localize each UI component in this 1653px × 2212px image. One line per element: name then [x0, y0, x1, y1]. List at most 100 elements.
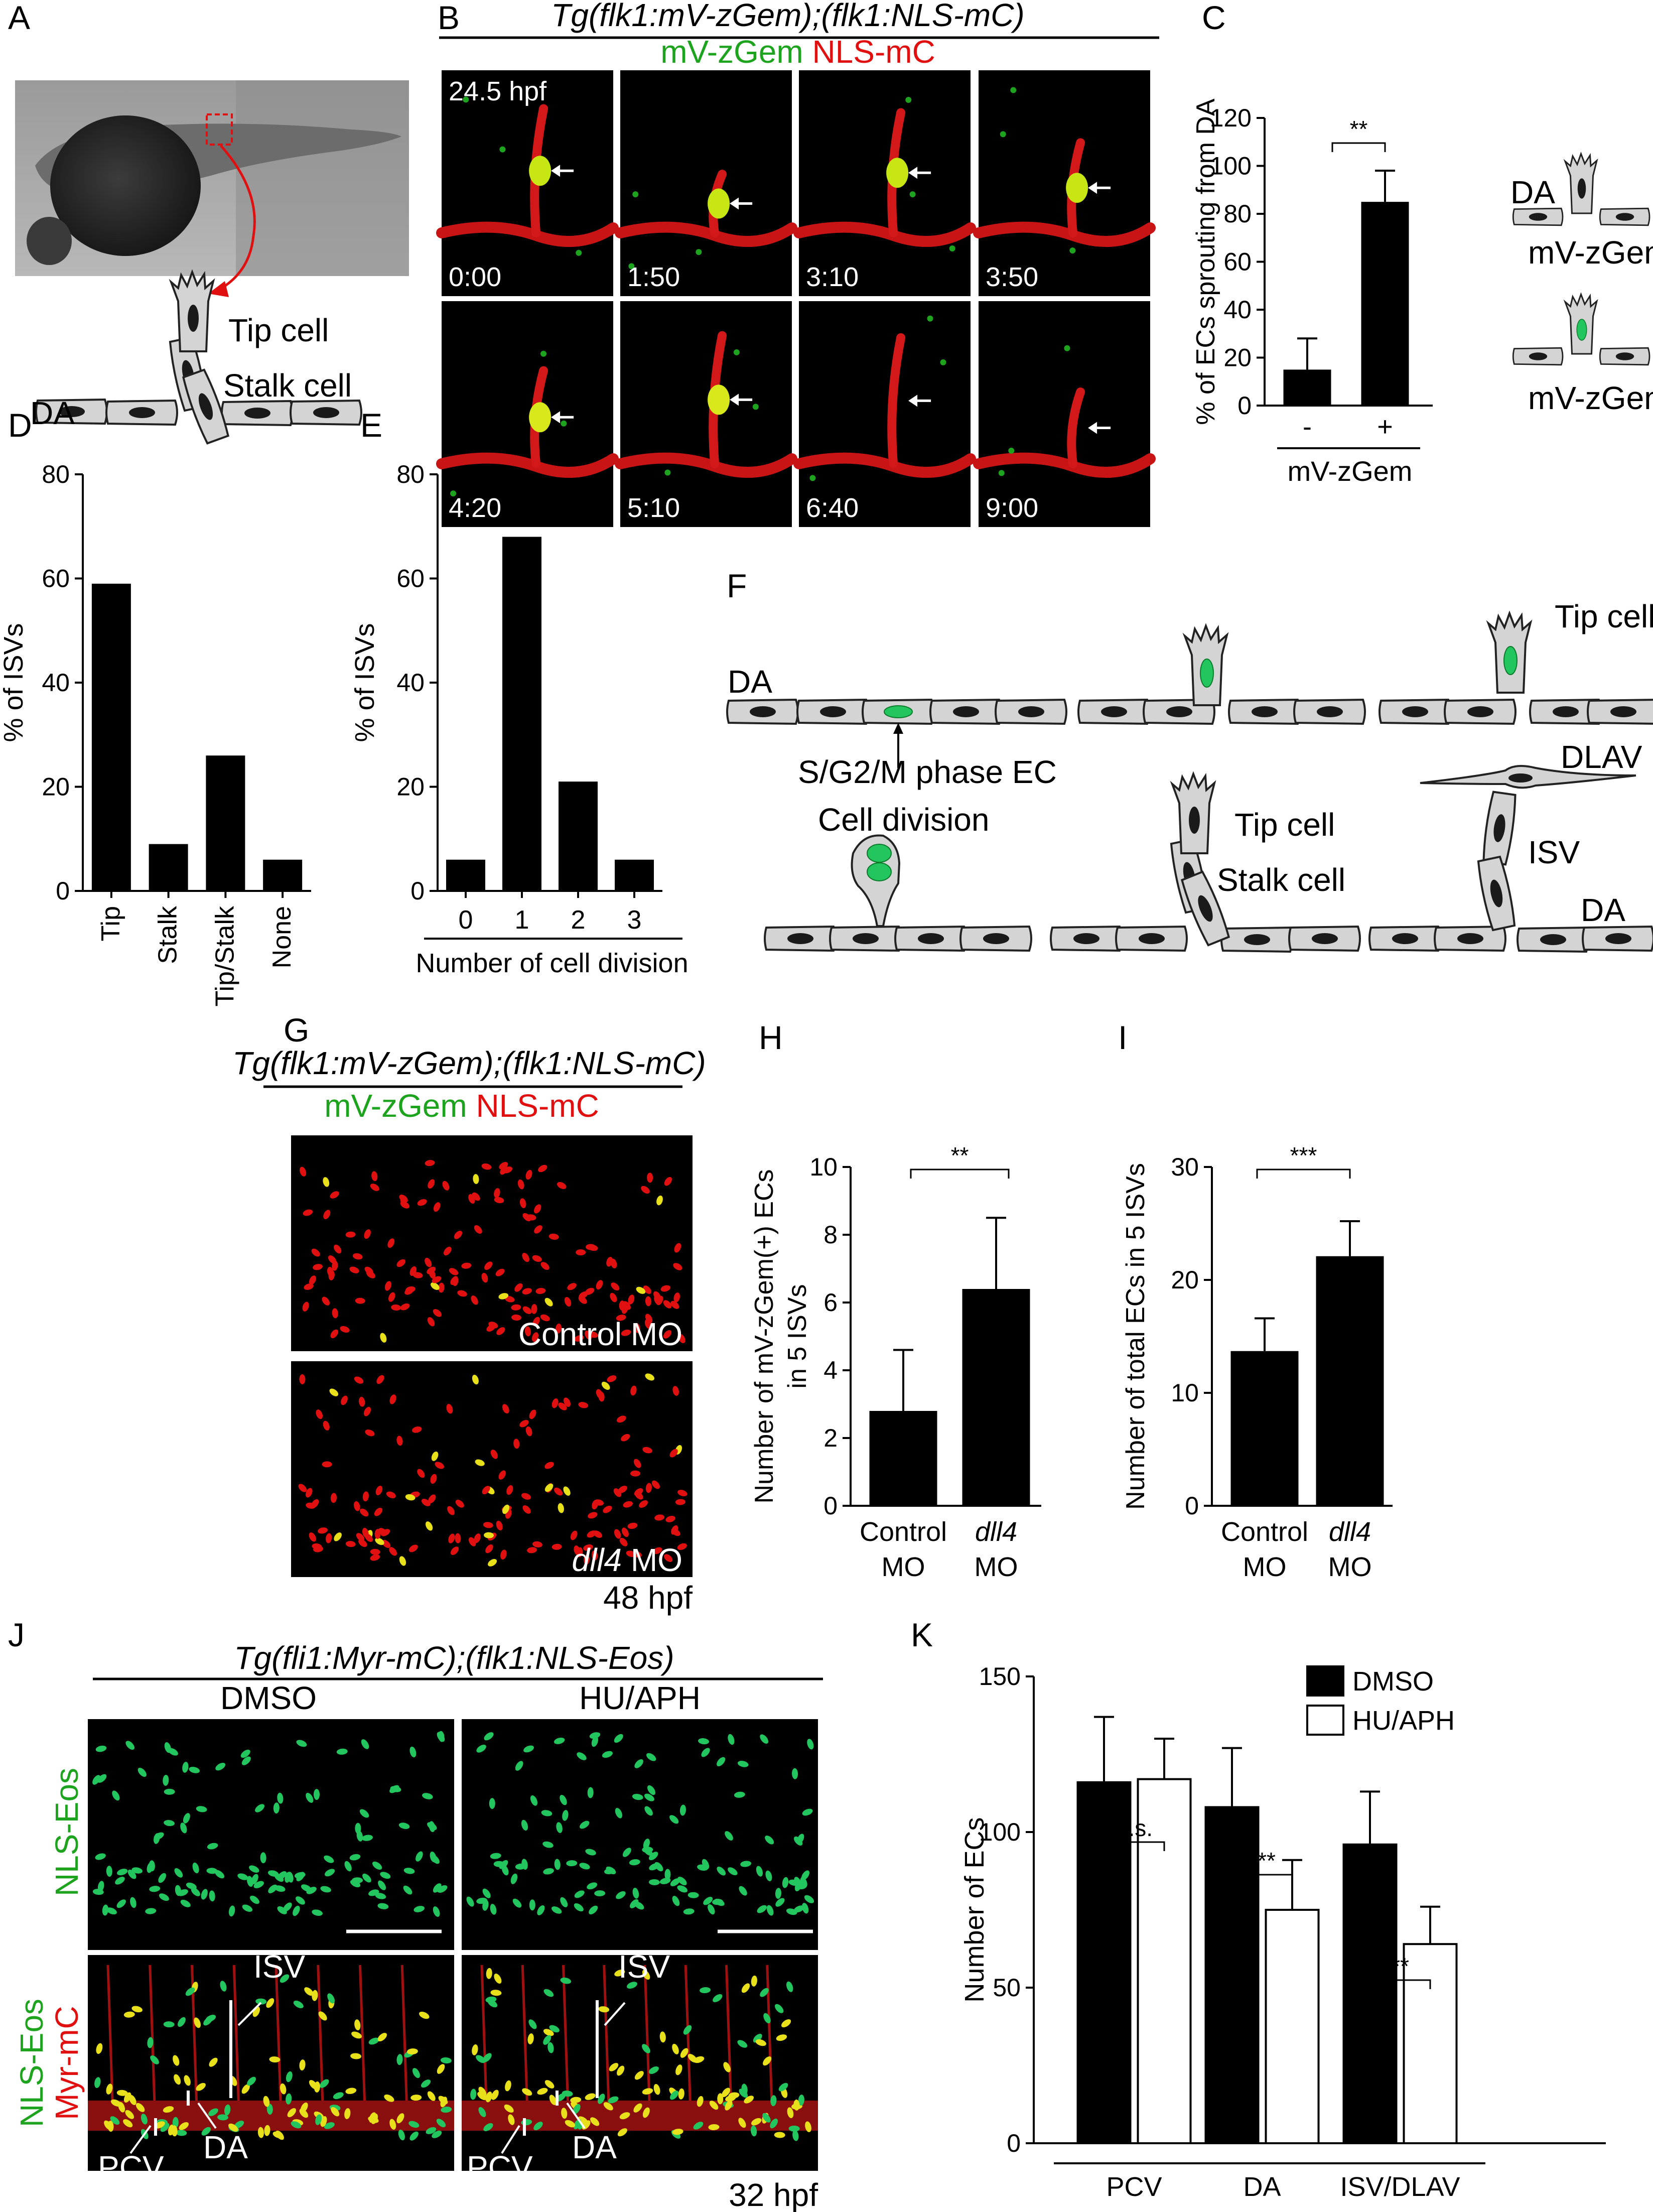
nucleus-yellow	[329, 1388, 339, 1396]
nucleus	[228, 1905, 235, 1917]
nucleus	[796, 1834, 804, 1844]
nucleus-red	[490, 1450, 498, 1459]
speck-green	[540, 350, 547, 357]
nucleus	[201, 2127, 211, 2136]
nucleus-red	[449, 1268, 459, 1275]
nucleus	[312, 1990, 318, 2001]
nucleus-red	[610, 1258, 617, 1268]
nucleus	[483, 2123, 493, 2131]
nucleus	[642, 2044, 650, 2053]
nucleus-red	[354, 1376, 364, 1384]
nucleus	[737, 2040, 748, 2048]
nucleus	[163, 2106, 174, 2113]
nucleus	[123, 2092, 131, 2103]
nucleus	[734, 1791, 745, 1798]
nucleus	[196, 2083, 206, 2091]
nucleus-red	[446, 1404, 453, 1414]
nucleus-red	[511, 1314, 521, 1321]
nucleus	[163, 2021, 175, 2028]
panel-c-schematics: DA mV-zGem(-) mV-zGem(+)	[1510, 153, 1653, 416]
nucleus	[97, 1881, 104, 1892]
nucleus-red	[663, 1554, 673, 1562]
nucleus	[396, 2054, 403, 2065]
nucleus-red	[300, 1166, 307, 1177]
nucleus-red	[374, 1529, 381, 1539]
col-huaph: HU/APH	[579, 1680, 701, 1716]
nucleus	[117, 1869, 128, 1876]
nucleus	[562, 1809, 569, 1821]
nucleus	[725, 2100, 733, 2111]
nucleus-red	[522, 1306, 532, 1315]
nucleus	[714, 1898, 725, 1906]
nucleus	[493, 1861, 505, 1867]
nucleus	[336, 1748, 348, 1755]
nucleus	[717, 1757, 726, 1766]
nucleus-red	[380, 1529, 390, 1536]
nucleus	[438, 2096, 448, 2105]
nucleus	[490, 1853, 501, 1859]
label-48hpf: 48 hpf	[603, 1580, 693, 1616]
nucleus-red	[532, 1255, 542, 1262]
embryo-photo-shade	[236, 80, 409, 276]
nucleus	[356, 1831, 363, 1842]
nucleus-yellow	[334, 1532, 342, 1541]
nucleus	[782, 1877, 789, 1888]
legend-g-green: mV-zGem	[324, 1088, 467, 1124]
nucleus	[304, 1987, 314, 1996]
nucleus	[296, 1896, 305, 1905]
panel-letter-c: C	[1202, 0, 1226, 36]
nucleus	[687, 2054, 698, 2063]
nucleus-red	[611, 1282, 620, 1291]
nucleus-red	[587, 1530, 597, 1538]
nucleus	[368, 2116, 379, 2123]
y-tick-label-e: 20	[396, 773, 425, 801]
nucleus	[604, 1868, 615, 1875]
x-tick-label-h: dll4	[975, 1517, 1017, 1547]
nucleus-red	[616, 1315, 626, 1321]
nucleus-red	[326, 1533, 332, 1543]
y-tick-label-d: 40	[42, 669, 70, 697]
nucleus	[648, 1879, 660, 1885]
nucleus	[312, 1909, 323, 1916]
nucleus-yellow	[431, 1282, 440, 1290]
y-tick-label-d: 60	[42, 565, 70, 593]
nucleus-red	[428, 1494, 436, 1504]
x-tick-label-e: 0	[459, 905, 473, 935]
frame-time: 9:00	[986, 493, 1038, 523]
nucleus	[260, 1852, 266, 1864]
nucleus-red	[621, 1329, 631, 1336]
nucleus-red	[345, 1231, 356, 1238]
significance-bracket-k	[1103, 1841, 1165, 1851]
arrow-head	[730, 394, 739, 406]
nucleus-red	[452, 1276, 459, 1286]
label-da-dmso: DA	[203, 2129, 248, 2165]
panel-g-legend: mV-zGem NLS-mC	[324, 1088, 599, 1124]
nucleus	[763, 2013, 771, 2024]
y-tick-label-c: 40	[1223, 296, 1252, 324]
nucleus	[470, 2089, 477, 2100]
nucleus-red	[616, 1415, 626, 1423]
speck-green	[1010, 87, 1017, 93]
x-tick-label-k: DA	[1243, 2172, 1281, 2202]
nucleus-red	[362, 1527, 369, 1538]
nucleus	[642, 1970, 650, 1980]
nucleus	[627, 1982, 637, 1989]
y-tick-label-c: 120	[1210, 104, 1252, 132]
nucleus	[541, 1810, 553, 1816]
nucleus	[738, 2118, 746, 2128]
nucleus	[441, 2107, 452, 2113]
nucleus	[614, 1734, 623, 1743]
nucleus	[398, 1823, 410, 1829]
nucleus-red	[532, 1317, 540, 1327]
nucleus	[793, 2099, 800, 2111]
nucleus	[556, 1822, 563, 1833]
nucleus	[209, 1890, 215, 1902]
nucleus	[775, 1888, 781, 1899]
nucleus	[757, 1905, 767, 1913]
nucleus	[630, 1899, 639, 1908]
nucleus	[755, 2039, 766, 2046]
nucleus-red	[322, 1296, 330, 1306]
nucleus	[670, 1878, 680, 1886]
nucleus-red	[540, 1262, 549, 1270]
